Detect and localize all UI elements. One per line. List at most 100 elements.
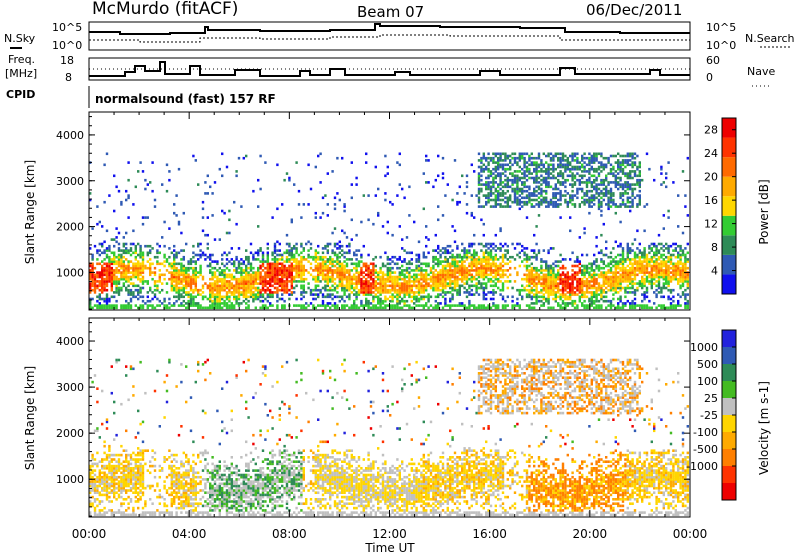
range-time-cell bbox=[153, 293, 157, 296]
range-time-cell bbox=[614, 266, 617, 270]
range-time-cell bbox=[168, 170, 171, 173]
range-time-cell bbox=[545, 264, 548, 268]
range-time-cell bbox=[475, 260, 478, 263]
range-time-cell bbox=[621, 269, 625, 272]
range-time-cell bbox=[410, 295, 413, 299]
range-time-cell bbox=[129, 299, 133, 303]
range-time-cell bbox=[326, 244, 329, 248]
range-time-cell bbox=[453, 284, 457, 288]
range-time-cell bbox=[425, 280, 428, 283]
range-time-cell bbox=[213, 295, 217, 299]
range-time-cell bbox=[173, 271, 176, 274]
range-time-cell bbox=[343, 275, 346, 279]
range-time-cell bbox=[401, 271, 404, 274]
range-time-cell bbox=[600, 200, 603, 204]
range-time-cell bbox=[590, 266, 593, 270]
range-time-cell bbox=[350, 269, 353, 272]
range-time-cell bbox=[120, 262, 123, 266]
range-time-cell bbox=[367, 302, 370, 305]
range-time-cell bbox=[595, 293, 598, 296]
range-time-cell bbox=[127, 288, 130, 292]
range-time-cell bbox=[480, 249, 483, 252]
range-time-cell bbox=[552, 200, 555, 204]
range-time-cell bbox=[139, 280, 142, 283]
range-time-cell bbox=[449, 273, 452, 277]
range-time-cell bbox=[619, 288, 622, 292]
range-time-cell bbox=[648, 299, 651, 303]
nave-tick-top: 60 bbox=[706, 54, 720, 67]
range-time-cell bbox=[173, 304, 176, 307]
range-time-cell bbox=[175, 291, 178, 294]
range-time-cell bbox=[446, 291, 449, 294]
range-time-cell bbox=[533, 295, 536, 299]
range-time-cell bbox=[516, 161, 519, 164]
range-time-cell bbox=[338, 273, 341, 277]
range-time-cell bbox=[557, 288, 560, 292]
range-time-cell bbox=[588, 275, 591, 279]
range-time-cell bbox=[477, 174, 481, 178]
range-time-cell bbox=[355, 297, 358, 301]
range-time-cell bbox=[197, 304, 200, 307]
range-time-cell bbox=[134, 275, 137, 279]
range-time-cell bbox=[386, 271, 389, 274]
range-time-cell bbox=[389, 299, 392, 303]
range-time-cell bbox=[612, 260, 615, 263]
range-time-cell bbox=[561, 295, 565, 299]
range-time-cell bbox=[146, 299, 149, 303]
range-time-cell bbox=[177, 295, 181, 299]
range-time-cell bbox=[141, 216, 145, 219]
range-time-cell bbox=[393, 304, 397, 307]
range-time-cell bbox=[377, 299, 380, 303]
range-time-cell bbox=[122, 282, 125, 285]
range-time-cell bbox=[321, 271, 325, 274]
range-time-cell bbox=[348, 269, 351, 272]
range-time-cell bbox=[333, 295, 337, 299]
range-time-cell bbox=[453, 288, 457, 292]
range-time-cell bbox=[129, 304, 133, 307]
range-time-cell bbox=[559, 159, 562, 162]
range-time-cell bbox=[547, 170, 550, 173]
range-time-cell bbox=[485, 264, 488, 268]
range-time-cell bbox=[614, 203, 617, 206]
range-time-cell bbox=[410, 280, 413, 283]
range-time-cell bbox=[540, 200, 543, 204]
range-time-cell bbox=[525, 161, 529, 164]
range-time-cell bbox=[643, 205, 646, 208]
range-time-cell bbox=[542, 297, 545, 301]
range-time-cell bbox=[237, 293, 241, 296]
range-time-cell bbox=[626, 172, 629, 175]
range-time-cell bbox=[554, 176, 557, 180]
range-time-cell bbox=[357, 262, 361, 266]
range-time-cell bbox=[593, 284, 596, 288]
range-time-cell bbox=[477, 258, 481, 261]
range-time-cell bbox=[115, 306, 118, 310]
range-time-cell bbox=[393, 271, 397, 274]
range-time-cell bbox=[645, 271, 649, 274]
range-time-cell bbox=[223, 211, 226, 215]
range-time-cell bbox=[621, 159, 625, 162]
range-time-cell bbox=[175, 286, 178, 290]
range-time-cell bbox=[477, 176, 481, 180]
range-time-cell bbox=[389, 295, 392, 299]
range-time-cell bbox=[595, 244, 598, 248]
range-time-cell bbox=[487, 181, 490, 184]
range-time-cell bbox=[276, 269, 279, 272]
range-time-cell bbox=[213, 260, 217, 263]
range-time-cell bbox=[293, 264, 296, 268]
range-time-cell bbox=[216, 288, 219, 292]
range-time-cell bbox=[175, 295, 178, 299]
range-time-cell bbox=[396, 295, 399, 299]
range-time-cell bbox=[365, 262, 368, 266]
range-time-cell bbox=[581, 288, 584, 292]
range-time-cell bbox=[245, 288, 248, 292]
range-time-cell bbox=[420, 288, 423, 292]
range-time-cell bbox=[605, 280, 608, 283]
range-time-cell bbox=[278, 280, 281, 283]
range-time-cell bbox=[122, 249, 125, 252]
range-time-cell bbox=[547, 264, 550, 268]
range-time-cell bbox=[252, 284, 255, 288]
range-time-cell bbox=[449, 284, 452, 288]
range-time-cell bbox=[261, 264, 265, 268]
range-time-cell bbox=[266, 299, 269, 303]
range-time-cell bbox=[518, 189, 521, 193]
